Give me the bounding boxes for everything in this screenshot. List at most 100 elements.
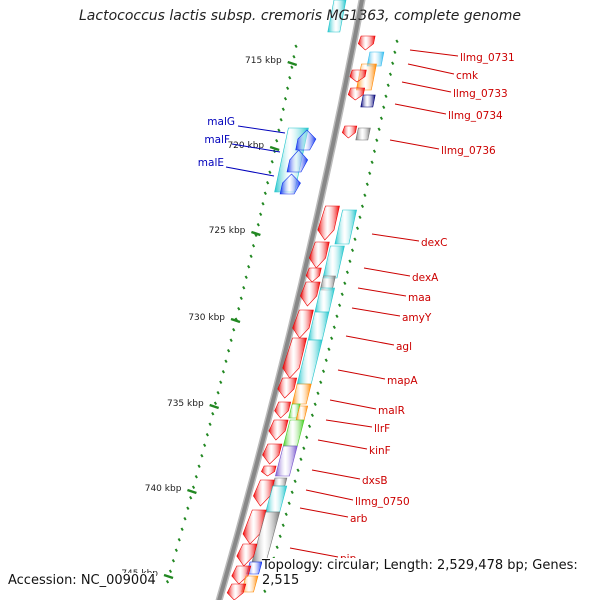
gene-leader-line xyxy=(325,419,373,428)
minor-tick xyxy=(177,537,181,542)
scale-label: 725 kbp xyxy=(209,226,246,236)
inner-tick xyxy=(275,545,279,550)
minor-tick xyxy=(266,180,270,185)
inner-tick xyxy=(299,457,303,462)
gene-label-agl: agl xyxy=(396,341,412,353)
backbone-shadow xyxy=(215,0,366,600)
inner-tick xyxy=(330,336,334,341)
minor-tick xyxy=(270,159,274,164)
inner-tick xyxy=(363,193,367,198)
scale-label: 715 kbp xyxy=(245,56,282,66)
inner-tick xyxy=(263,589,267,594)
minor-tick xyxy=(205,432,209,437)
inner-tick xyxy=(287,501,291,506)
gene-label-arb: arb xyxy=(350,513,368,525)
minor-tick xyxy=(237,306,241,311)
minor-tick xyxy=(239,296,243,301)
map-title: Lactococcus lactis subsp. cremoris MG136… xyxy=(79,8,521,24)
gene-feature xyxy=(279,173,301,195)
gene-leader-line xyxy=(289,547,339,558)
inner-tick xyxy=(290,490,294,495)
minor-tick xyxy=(232,327,236,332)
inner-tick xyxy=(327,347,331,352)
minor-tick xyxy=(165,579,170,584)
gene-leader-line xyxy=(371,233,420,242)
inner-tick xyxy=(384,94,388,99)
gene-feature xyxy=(322,245,345,279)
genome-backbone xyxy=(217,0,364,600)
minor-tick xyxy=(244,275,248,280)
minor-tick xyxy=(189,495,193,500)
gene-label-amyY: amyY xyxy=(402,312,432,324)
gene-label-malG: malG xyxy=(207,116,235,128)
inner-tick xyxy=(345,270,349,275)
inner-tick xyxy=(377,127,381,132)
minor-tick xyxy=(168,569,173,574)
inner-tick xyxy=(355,226,360,231)
minor-tick xyxy=(180,527,184,532)
inner-tick xyxy=(353,237,357,242)
scale-label: 740 kbp xyxy=(145,484,182,494)
minor-tick xyxy=(194,474,198,479)
gene-feature xyxy=(277,377,298,399)
gene-feature xyxy=(349,69,367,83)
gene-label-llmg_0750: llmg_0750 xyxy=(355,496,410,508)
gene-leader-line xyxy=(231,143,281,153)
inner-tick xyxy=(340,292,344,297)
gene-feature xyxy=(317,205,340,241)
gene-label-llmg_0736: llmg_0736 xyxy=(441,145,496,157)
minor-tick xyxy=(197,464,201,469)
inner-tick xyxy=(337,303,342,308)
topology-text: Topology: circular; Length: 2,529,478 bp… xyxy=(262,558,600,588)
gene-label-malR: malR xyxy=(378,405,405,417)
minor-tick xyxy=(242,285,246,290)
inner-tick xyxy=(310,413,314,418)
minor-tick xyxy=(216,390,220,395)
major-tick xyxy=(187,488,197,495)
minor-tick xyxy=(256,222,260,227)
major-tick xyxy=(230,317,241,324)
gene-label-cmk: cmk xyxy=(456,70,479,82)
gene-feature xyxy=(355,127,371,141)
inner-tick xyxy=(316,391,320,396)
minor-tick xyxy=(247,264,251,269)
inner-tick xyxy=(348,259,352,264)
gene-feature xyxy=(357,35,376,51)
minor-tick xyxy=(290,65,294,70)
gene-leader-line xyxy=(225,166,275,177)
inner-tick xyxy=(281,523,285,528)
gene-leader-line xyxy=(299,507,349,518)
gene-feature xyxy=(274,401,292,419)
inner-tick xyxy=(393,50,397,55)
gene-feature xyxy=(242,509,267,545)
gene-feature xyxy=(347,87,366,101)
inner-tick xyxy=(370,160,374,165)
inner-tick xyxy=(375,138,379,143)
inner-tick xyxy=(388,72,393,77)
minor-tick xyxy=(224,359,228,364)
inner-tick xyxy=(365,182,369,187)
gene-feature xyxy=(295,129,317,151)
gene-leader-line xyxy=(357,287,407,297)
gene-feature xyxy=(282,337,307,379)
gene-label-llmg_0731: llmg_0731 xyxy=(460,52,515,64)
inner-tick xyxy=(379,116,384,121)
inner-tick xyxy=(305,435,309,440)
minor-tick xyxy=(203,443,207,448)
gene-feature xyxy=(261,465,277,477)
inner-tick xyxy=(391,61,395,66)
gene-feature xyxy=(272,477,288,487)
gene-feature xyxy=(275,445,298,477)
minor-tick xyxy=(281,107,285,112)
inner-tick xyxy=(293,479,297,484)
minor-tick xyxy=(186,506,190,511)
gene-label-malE: malE xyxy=(198,157,224,169)
gene-feature xyxy=(292,309,314,339)
gene-label-dxsB: dxsB xyxy=(362,475,388,487)
gene-feature xyxy=(327,0,347,33)
gene-leader-line xyxy=(394,103,447,115)
gene-label-dexA: dexA xyxy=(412,272,439,284)
inner-tick xyxy=(278,534,282,539)
minor-tick xyxy=(288,75,292,80)
inner-tick xyxy=(368,171,372,176)
